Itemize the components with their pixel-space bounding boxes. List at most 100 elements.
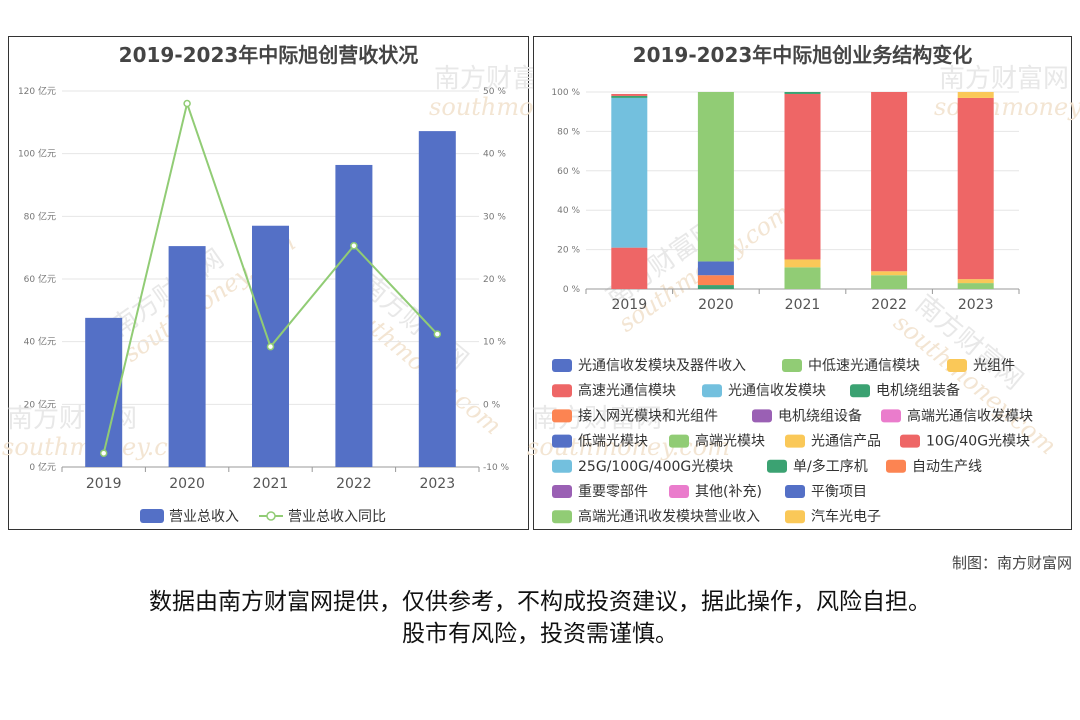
legend-label: 重要零部件 (578, 484, 648, 500)
x-tick-label: 2020 (169, 476, 205, 492)
y-tick-label: 40 % (557, 206, 580, 216)
stacked-segment (697, 275, 734, 286)
legend-label: 平衡项目 (811, 484, 867, 500)
y-right-tick-label: 30 % (483, 212, 506, 222)
revenue-chart-panel: 2019-2023年中际旭创营收状况 南方财富网southmoney.com南方… (2, 36, 632, 530)
revenue-chart-title: 2019-2023年中际旭创营收状况 (118, 43, 419, 67)
y-right-tick-label: 50 % (483, 87, 506, 97)
yoy-growth-point (350, 242, 358, 250)
legend-label: 自动生产线 (912, 459, 982, 475)
stacked-segment (957, 283, 994, 289)
disclaimer-line-2: 股市有风险，投资需谨慎。 (402, 621, 678, 647)
legend-label: 高端光通讯收发模块营业收入 (578, 508, 760, 525)
legend-label: 10G/40G光模块 (926, 434, 1030, 450)
y-tick-label: 100 % (551, 88, 580, 98)
stacked-segment (697, 285, 734, 289)
stacked-segment (871, 271, 908, 276)
legend-label: 汽车光电子 (811, 508, 881, 525)
x-tick-label: 2023 (419, 476, 455, 492)
y-left-tick-label: 100 亿元 (18, 148, 56, 160)
legend-swatch (552, 409, 572, 423)
y-right-tick-label: 20 % (483, 275, 506, 285)
legend-swatch (947, 359, 967, 372)
y-left-tick-label: 0 亿元 (29, 461, 56, 473)
legend-label: 低端光模块 (578, 434, 648, 450)
y-tick-label: 60 % (557, 167, 580, 177)
revenue-bar (168, 246, 206, 467)
stacked-segment (871, 275, 908, 289)
revenue-bar (335, 164, 373, 467)
structure-chart-panel: 2019-2023年中际旭创业务结构变化 南方财富网 southmoney.com… (527, 36, 1080, 530)
stacked-segment (784, 267, 821, 289)
legend-label: 电机绕组设备 (778, 407, 862, 424)
y-right-tick-label: -10 % (483, 463, 510, 473)
stacked-segment (697, 92, 734, 262)
y-tick-label: 0 % (563, 285, 581, 295)
x-tick-label: 2019 (86, 476, 122, 492)
legend-swatch (752, 409, 772, 423)
revenue-bar (418, 131, 456, 467)
legend-label: 单/多工序机 (793, 458, 868, 475)
x-tick-label: 2021 (253, 476, 289, 492)
stacked-segment (957, 92, 994, 98)
legend-swatch (900, 434, 920, 448)
stacked-segment (697, 261, 734, 276)
stacked-segment (784, 92, 821, 94)
stacked-segment (957, 279, 994, 284)
structure-chart-svg: 南方财富网southmoney.com南方财富网southmoney.com南方… (527, 64, 1080, 525)
yoy-growth-point (183, 99, 191, 108)
legend-swatch (669, 434, 689, 448)
y-left-tick-label: 80 亿元 (24, 210, 56, 222)
stacked-segment (611, 247, 648, 289)
legend-swatch (785, 485, 805, 498)
x-tick-label: 2022 (871, 297, 907, 313)
y-left-tick-label: 60 亿元 (24, 273, 56, 285)
stacked-segment (611, 95, 648, 98)
watermark-domain: southmoney.com (934, 93, 1080, 121)
y-right-tick-label: 0 % (483, 400, 501, 410)
legend-swatch (552, 434, 572, 448)
legend-label-revenue: 营业总收入 (169, 509, 239, 525)
stacked-segment (784, 259, 821, 268)
stacked-segment (871, 92, 908, 272)
legend-swatch (552, 510, 572, 524)
watermark-brand: 南方财富网 (939, 64, 1069, 94)
y-tick-label: 80 % (557, 127, 580, 137)
y-left-tick-label: 120 亿元 (18, 85, 56, 97)
legend-swatch (552, 485, 572, 498)
legend-label: 中低速光通信模块 (808, 358, 920, 374)
legend-swatch (767, 459, 787, 473)
disclaimer-line-1: 数据由南方财富网提供，仅供参考，不构成投资建议，据此操作，风险自担。 (149, 589, 931, 615)
legend-label: 电机绕组装备 (876, 382, 960, 399)
y-left-tick-label: 20 亿元 (24, 398, 56, 410)
legend-swatch (552, 359, 572, 372)
y-right-tick-label: 10 % (483, 338, 506, 348)
legend-label: 光通信收发模块及器件收入 (578, 358, 746, 374)
stacked-segment (611, 93, 648, 96)
x-tick-label: 2023 (958, 297, 994, 313)
x-tick-label: 2019 (611, 297, 647, 313)
legend-label: 高速光通信模块 (578, 382, 676, 399)
structure-chart-title: 2019-2023年中际旭创业务结构变化 (632, 43, 973, 67)
legend-label: 其他(补充) (695, 484, 762, 500)
y-tick-label: 20 % (557, 246, 580, 256)
legend-swatch (552, 459, 572, 473)
yoy-growth-point (433, 330, 442, 338)
legend-swatch-yoy-marker (266, 511, 276, 521)
legend-swatch (552, 384, 572, 398)
legend-label: 高端光通信收发模块 (907, 407, 1033, 424)
legend-swatch (669, 485, 689, 498)
x-tick-label: 2022 (336, 476, 372, 492)
legend-swatch (886, 459, 906, 473)
x-tick-label: 2021 (785, 297, 821, 313)
legend-label: 接入网光模块和光组件 (578, 407, 718, 424)
legend-label: 光通信收发模块 (728, 383, 826, 399)
legend-label: 高端光模块 (695, 433, 765, 450)
legend-label: 光组件 (973, 358, 1015, 374)
legend-swatch (785, 510, 805, 524)
legend-label: 25G/100G/400G光模块 (578, 459, 733, 475)
y-left-tick-label: 40 亿元 (24, 336, 56, 348)
yoy-growth-point (266, 342, 275, 351)
revenue-bar (85, 317, 123, 467)
legend-label: 光通信产品 (811, 434, 881, 450)
